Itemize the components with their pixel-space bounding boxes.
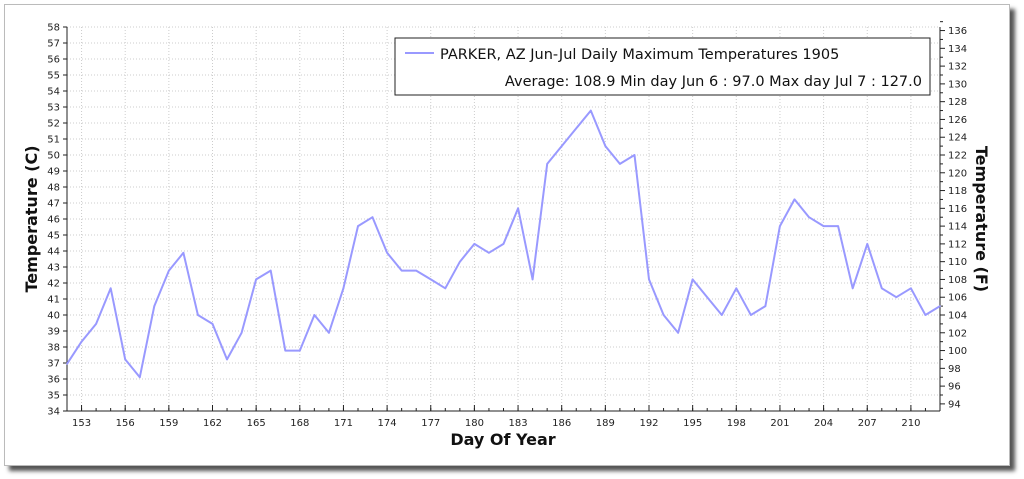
y-right-tick-label: 134 <box>948 44 967 55</box>
y-right-tick-label: 136 <box>948 26 967 37</box>
y-tick-label: 58 <box>47 23 60 34</box>
y-tick-label: 36 <box>47 375 60 386</box>
y-tick-label: 51 <box>47 135 60 146</box>
y-tick-label: 37 <box>47 359 60 370</box>
x-tick-label: 162 <box>203 418 222 429</box>
y-right-tick-label: 120 <box>948 168 967 179</box>
y-tick-label: 47 <box>47 199 60 210</box>
x-axis-label: Day Of Year <box>450 430 555 449</box>
y-right-tick-label: 112 <box>948 239 967 250</box>
y-tick-label: 50 <box>47 151 60 162</box>
x-tick-label: 153 <box>72 418 91 429</box>
x-tick-label: 174 <box>378 418 397 429</box>
x-tick-label: 207 <box>858 418 877 429</box>
y-right-tick-label: 132 <box>948 62 967 73</box>
y-right-tick-label: 114 <box>948 222 967 233</box>
legend-box <box>394 37 931 96</box>
y-tick-label: 45 <box>47 231 60 242</box>
y-tick-label: 42 <box>47 279 60 290</box>
y-right-tick-label: 128 <box>948 97 967 108</box>
y-right-tick-label: 110 <box>948 257 967 268</box>
legend-stats: Average: 108.9 Min day Jun 6 : 97.0 Max … <box>505 74 922 90</box>
y-tick-label: 49 <box>47 167 60 178</box>
y-right-tick-label: 124 <box>948 133 967 144</box>
y-tick-label: 54 <box>47 87 60 98</box>
y-right-tick-label: 102 <box>948 328 967 339</box>
y-tick-label: 43 <box>47 263 60 274</box>
y-tick-label: 57 <box>47 39 60 50</box>
y-tick-label: 52 <box>47 119 60 130</box>
x-tick-label: 186 <box>552 418 571 429</box>
legend-title: PARKER, AZ Jun-Jul Daily Maximum Tempera… <box>440 47 839 63</box>
y-right-tick-label: 118 <box>948 186 967 197</box>
y-right-tick-label: 130 <box>948 79 967 90</box>
y-right-tick-label: 94 <box>948 399 961 410</box>
x-tick-label: 165 <box>247 418 266 429</box>
x-tick-label: 198 <box>727 418 746 429</box>
x-tick-label: 156 <box>116 418 135 429</box>
y-right-tick-label: 100 <box>948 346 967 357</box>
x-tick-label: 168 <box>290 418 309 429</box>
y-right-tick-label: 98 <box>948 364 961 375</box>
y-right-tick-label: 116 <box>948 204 967 215</box>
y-tick-label: 48 <box>47 183 60 194</box>
y-tick-label: 44 <box>47 247 60 258</box>
y-tick-label: 55 <box>47 71 60 82</box>
x-tick-label: 204 <box>814 418 833 429</box>
y-axis-right-label: Temperature (F) <box>972 146 991 292</box>
y-right-tick-label: 96 <box>948 382 961 393</box>
y-tick-label: 56 <box>47 55 60 66</box>
x-tick-label: 210 <box>901 418 920 429</box>
x-tick-label: 180 <box>465 418 484 429</box>
y-right-tick-label: 104 <box>948 311 967 322</box>
y-tick-label: 46 <box>47 215 60 226</box>
y-tick-label: 53 <box>47 103 60 114</box>
x-tick-label: 159 <box>159 418 178 429</box>
y-tick-label: 38 <box>47 343 60 354</box>
x-tick-label: 171 <box>334 418 353 429</box>
x-tick-label: 183 <box>509 418 528 429</box>
x-tick-label: 189 <box>596 418 615 429</box>
series-line <box>66 109 941 379</box>
y-tick-label: 35 <box>47 391 60 402</box>
legend: PARKER, AZ Jun-Jul Daily Maximum Tempera… <box>394 37 931 96</box>
y-right-tick-label: 106 <box>948 293 967 304</box>
y-tick-label: 40 <box>47 311 60 322</box>
y-tick-label: 34 <box>47 407 60 418</box>
x-tick-label: 192 <box>639 418 658 429</box>
x-tick-label: 195 <box>683 418 702 429</box>
y-right-tick-label: 122 <box>948 151 967 162</box>
y-axis-label: Temperature (C) <box>22 145 41 292</box>
y-right-tick-label: 126 <box>948 115 967 126</box>
y-tick-label: 41 <box>47 295 60 306</box>
x-tick-label: 177 <box>421 418 440 429</box>
x-tick-label: 201 <box>770 418 789 429</box>
y-right-tick-label: 108 <box>948 275 967 286</box>
y-tick-label: 39 <box>47 327 60 338</box>
